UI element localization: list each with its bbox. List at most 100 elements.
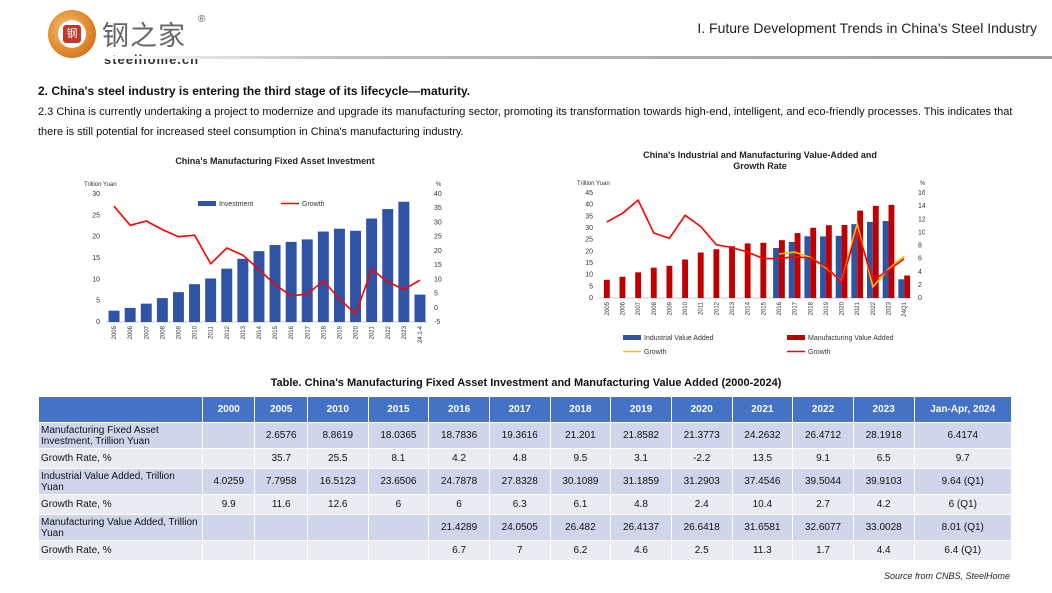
bar: [285, 241, 297, 322]
table-cell: 4.8: [610, 494, 672, 515]
bar: [898, 279, 905, 298]
table-cell: 6.5: [852, 448, 915, 469]
x-tick-label: 2008: [652, 301, 658, 315]
right-tick-label: 8: [918, 243, 922, 250]
bar: [221, 268, 233, 322]
table-cell: 8.1: [367, 448, 430, 469]
row-label: Growth Rate, %: [38, 494, 203, 515]
left-tick-label: 0: [589, 295, 593, 302]
bar: [851, 224, 858, 298]
table-cell: 7: [488, 540, 551, 561]
table-header-cell: 2020: [670, 396, 733, 423]
bar: [205, 278, 217, 322]
bar: [825, 225, 832, 298]
bar: [744, 243, 751, 298]
bar: [269, 245, 281, 322]
x-tick-label: 2015: [761, 301, 767, 315]
right-tick-label: 6: [918, 256, 922, 263]
x-tick-label: 2013: [730, 301, 736, 315]
bar: [888, 204, 895, 298]
table-row: Growth Rate, % 6.7 7 6.2 4.6 2.5 11.3 1.7 4.4 6.4…: [38, 540, 1012, 561]
x-tick-label: 2010: [683, 301, 689, 315]
right-tick-label: -5: [434, 319, 440, 326]
table-cell: [254, 540, 308, 561]
legend-label: Investment: [219, 201, 253, 208]
x-tick-label: 2008: [160, 325, 166, 339]
x-tick-label: 2017: [793, 301, 799, 315]
bar: [867, 221, 873, 298]
x-tick-label: 2007: [144, 325, 150, 339]
table-cell: [306, 540, 369, 561]
table-cell: 31.6581: [731, 514, 794, 541]
right-tick-label: 2: [918, 282, 922, 289]
bar: [350, 230, 362, 322]
table-cell: 9.1: [792, 448, 854, 469]
x-tick-label: 2012: [714, 301, 720, 315]
x-tick-label: 2017: [305, 325, 311, 339]
bar: [794, 233, 801, 298]
left-tick-label: 10: [585, 272, 593, 279]
legend-label: Growth: [808, 349, 831, 356]
x-tick-label: 2007: [636, 301, 642, 315]
x-tick-label: 2005: [605, 301, 611, 315]
x-tick-label: 2023: [887, 301, 893, 315]
bar: [317, 231, 329, 322]
x-tick-label: 2014: [746, 301, 752, 315]
table-cell: 4.2: [852, 494, 915, 515]
table-cell: 4.8: [488, 448, 551, 469]
table-cell: 31.1859: [610, 468, 672, 495]
left-tick-label: 30: [585, 225, 593, 232]
logo-domain: steelhome.cn: [104, 52, 200, 67]
left-tick-label: 20: [92, 234, 100, 241]
x-tick-label: 2022: [386, 325, 392, 339]
bar: [697, 252, 704, 298]
left-tick-label: 15: [92, 255, 100, 262]
right-tick-label: 5: [434, 291, 438, 298]
table-cell: 11.6: [254, 494, 308, 515]
table-cell: 10.4: [731, 494, 794, 515]
page-title: I. Future Development Trends in China's …: [697, 20, 1037, 36]
x-tick-label: 2013: [241, 325, 247, 339]
x-tick-label: 2016: [777, 301, 783, 315]
chart-title: China's Industrial and Manufacturing Val…: [643, 150, 877, 160]
bar: [382, 209, 394, 322]
logo-registered-mark: ®: [198, 14, 206, 25]
x-tick-label: 2009: [667, 301, 673, 315]
bar: [788, 241, 795, 298]
section-heading: 2. China's steel industry is entering th…: [38, 84, 471, 98]
legend-swatch: [787, 335, 805, 340]
table-cell: 9.5: [549, 448, 612, 469]
table-cell: 11.3: [731, 540, 794, 561]
header-divider: [100, 56, 1052, 59]
table-header-corner: [38, 396, 203, 423]
table-cell: 32.6077: [792, 514, 854, 541]
left-tick-label: 15: [585, 260, 593, 267]
table-cell: 9.7: [913, 448, 1012, 469]
table-cell: 4.4: [852, 540, 915, 561]
left-axis-unit: Trillion Yuan: [577, 181, 610, 187]
right-tick-label: 16: [918, 190, 925, 197]
bar: [172, 292, 184, 322]
left-tick-label: 10: [92, 276, 100, 283]
table-cell: 9.64 (Q1): [913, 468, 1012, 495]
table-header-cell: 2018: [549, 396, 612, 423]
table-cell: 16.5123: [306, 468, 369, 495]
bar: [773, 247, 779, 298]
legend-label: Growth: [644, 349, 667, 356]
legend-label: Industrial Value Added: [644, 335, 714, 342]
table-cell: 18.0365: [367, 422, 430, 449]
x-tick-label: 2011: [209, 325, 215, 339]
table-cell: 2.4: [670, 494, 733, 515]
bar: [778, 240, 785, 298]
value-added-chart: China's Industrial and Manufacturing Val…: [577, 150, 925, 356]
table-cell: 6: [428, 494, 490, 515]
bar: [619, 276, 626, 298]
right-tick-label: 0: [918, 295, 922, 302]
table-header-cell: 2022: [792, 396, 854, 423]
table-cell: [306, 514, 369, 541]
right-tick-label: 0: [434, 305, 438, 312]
bar: [156, 298, 168, 322]
table-cell: 24.2632: [731, 422, 794, 449]
left-tick-label: 25: [585, 237, 593, 244]
table-cell: 30.1089: [549, 468, 612, 495]
